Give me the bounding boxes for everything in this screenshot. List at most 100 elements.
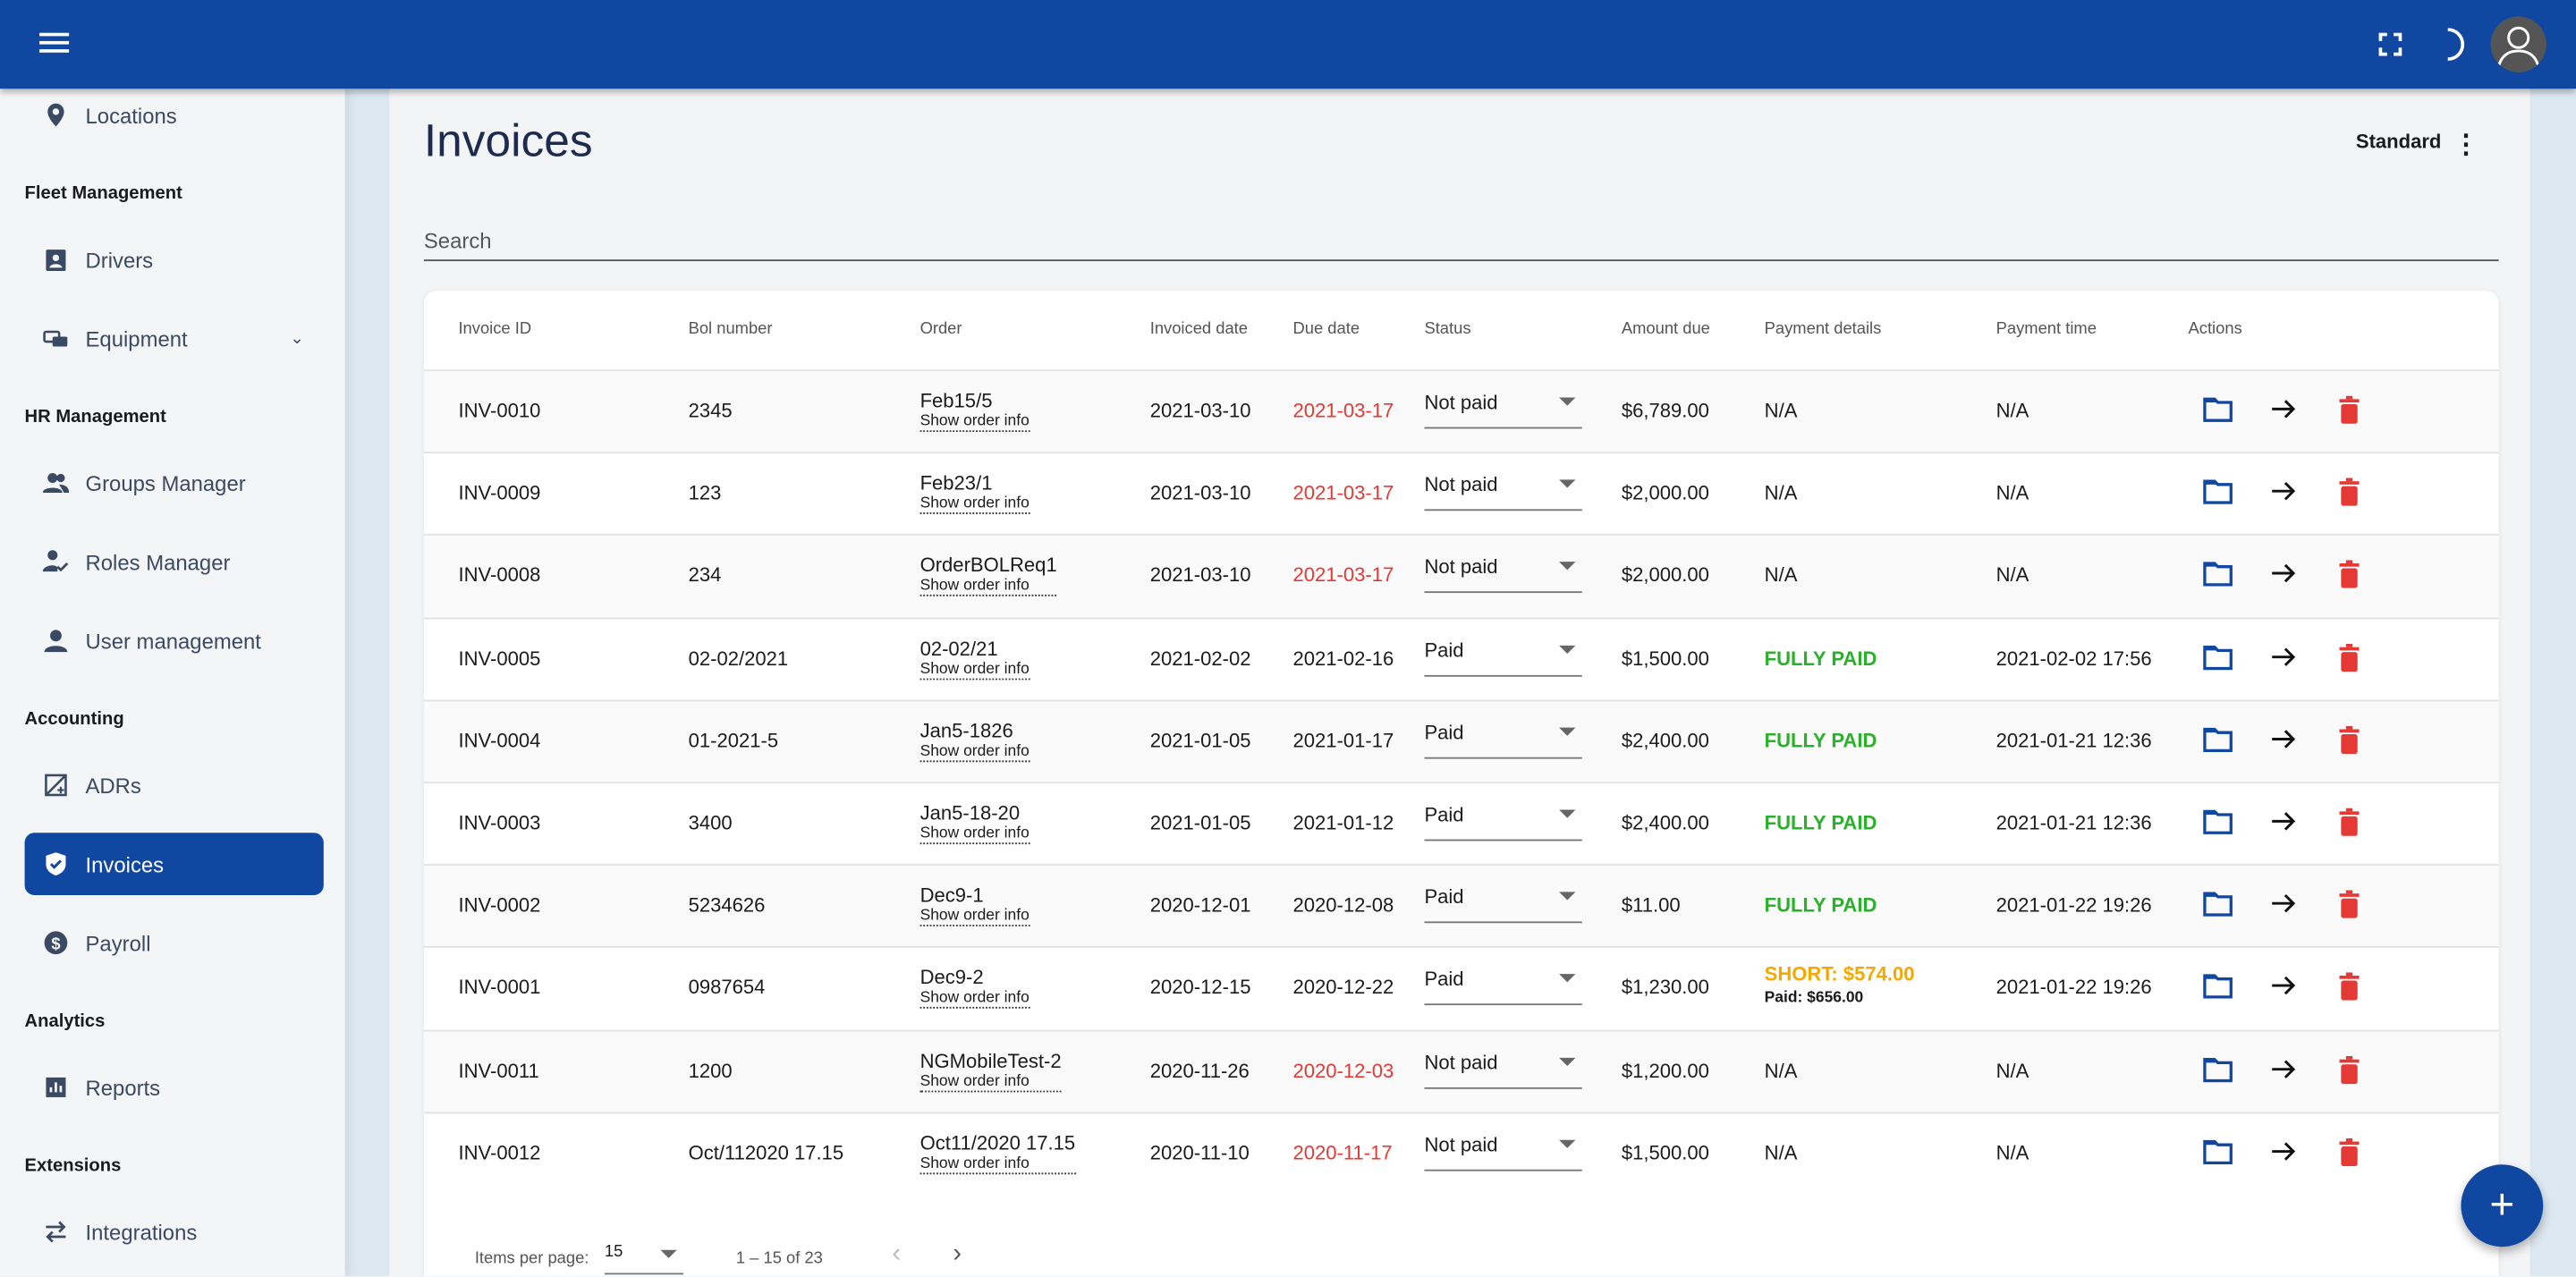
- folder-icon[interactable]: [2203, 973, 2233, 1000]
- folder-icon[interactable]: [2203, 643, 2233, 670]
- arrow-right-icon[interactable]: [2270, 973, 2296, 999]
- status-select[interactable]: Not paid: [1424, 1133, 1582, 1171]
- delete-icon[interactable]: [2338, 395, 2361, 424]
- table-row[interactable]: INV-0001 0987654 Dec9-2 Show order info 2…: [423, 946, 2499, 1031]
- delete-icon[interactable]: [2338, 808, 2361, 836]
- delete-icon[interactable]: [2338, 1055, 2361, 1084]
- show-order-info-link[interactable]: Show order info: [919, 741, 1030, 762]
- search-input[interactable]: [423, 220, 2499, 262]
- table-row[interactable]: INV-0010 2345 Feb15/5 Show order info 202…: [423, 369, 2499, 453]
- status-select[interactable]: Paid: [1424, 885, 1582, 924]
- show-order-info-link[interactable]: Show order info: [919, 577, 1057, 597]
- payment-time: 2021-01-22 19:26: [1996, 976, 2152, 1000]
- arrow-right-icon[interactable]: [2270, 643, 2296, 669]
- column-header[interactable]: Actions: [2188, 320, 2242, 339]
- arrow-right-icon[interactable]: [2270, 1137, 2296, 1163]
- folder-icon[interactable]: [2203, 1137, 2233, 1164]
- arrow-right-icon[interactable]: [2270, 725, 2296, 751]
- column-header[interactable]: Due date: [1292, 320, 1360, 339]
- status-select[interactable]: Not paid: [1424, 473, 1582, 512]
- sidebar-item-payroll[interactable]: $ Payroll: [25, 911, 324, 974]
- show-order-info-link[interactable]: Show order info: [919, 825, 1030, 845]
- show-order-info-link[interactable]: Show order info: [919, 1072, 1062, 1092]
- show-order-info-link[interactable]: Show order info: [919, 495, 1030, 515]
- arrow-right-icon[interactable]: [2270, 561, 2296, 587]
- due-date: 2020-11-17: [1292, 1141, 1393, 1164]
- amount-due: $6,789.00: [1621, 399, 1709, 423]
- show-order-info-link[interactable]: Show order info: [919, 412, 1030, 433]
- sidebar-item-drivers[interactable]: Drivers: [25, 228, 324, 291]
- menu-icon[interactable]: [39, 28, 70, 61]
- items-per-page-select[interactable]: 15: [604, 1243, 684, 1275]
- table-row[interactable]: INV-0005 02-02/2021 02-02/21 Show order i…: [423, 616, 2499, 701]
- status-select[interactable]: Paid: [1424, 968, 1582, 1006]
- moon-icon[interactable]: [2441, 28, 2467, 61]
- column-header[interactable]: Status: [1424, 320, 1471, 339]
- sidebar-item-groups-manager[interactable]: Groups Manager: [25, 452, 324, 514]
- column-header[interactable]: Invoiced date: [1149, 320, 1248, 339]
- column-header[interactable]: Bol number: [688, 320, 773, 339]
- table-row[interactable]: INV-0008 234 OrderBOLReq1 Show order info…: [423, 534, 2499, 619]
- delete-icon[interactable]: [2338, 478, 2361, 507]
- table-row[interactable]: INV-0004 01-2021-5 Jan5-1826 Show order i…: [423, 699, 2499, 783]
- add-invoice-button[interactable]: +: [2461, 1164, 2544, 1247]
- column-header[interactable]: Amount due: [1621, 320, 1710, 339]
- status-select[interactable]: Not paid: [1424, 556, 1582, 594]
- arrow-right-icon[interactable]: [2270, 478, 2296, 504]
- status-select[interactable]: Paid: [1424, 638, 1582, 676]
- next-page-icon[interactable]: ›: [953, 1239, 962, 1268]
- sidebar-item-adrs[interactable]: ADRs: [25, 754, 324, 816]
- column-header[interactable]: Payment time: [1996, 320, 2097, 339]
- sidebar-item-locations[interactable]: Locations: [25, 84, 324, 147]
- dropdown-arrow-icon: [1559, 1057, 1576, 1066]
- status-select[interactable]: Paid: [1424, 721, 1582, 759]
- show-order-info-link[interactable]: Show order info: [919, 659, 1030, 680]
- folder-icon[interactable]: [2203, 561, 2233, 588]
- folder-icon[interactable]: [2203, 1055, 2233, 1082]
- delete-icon[interactable]: [2338, 561, 2361, 589]
- table-row[interactable]: INV-0011 1200 NGMobileTest-2 Show order i…: [423, 1028, 2499, 1113]
- delete-icon[interactable]: [2338, 890, 2361, 919]
- column-header[interactable]: Payment details: [1764, 320, 1882, 339]
- folder-icon[interactable]: [2203, 891, 2233, 918]
- table-row[interactable]: INV-0009 123 Feb23/1 Show order info 2021…: [423, 452, 2499, 536]
- status-select[interactable]: Paid: [1424, 803, 1582, 841]
- folder-icon[interactable]: [2203, 396, 2233, 422]
- table-row[interactable]: INV-0002 5234626 Dec9-1 Show order info 2…: [423, 864, 2499, 949]
- sidebar-item-equipment[interactable]: Equipment ⌄: [25, 307, 324, 369]
- sidebar-item-reports[interactable]: Reports: [25, 1056, 324, 1119]
- sidebar-item-user-management[interactable]: User management: [25, 609, 324, 672]
- previous-page-icon[interactable]: ‹: [892, 1239, 902, 1268]
- chevron-down-icon[interactable]: ⌄: [290, 329, 304, 348]
- sidebar-item-roles-manager[interactable]: Roles Manager: [25, 530, 324, 593]
- table-row[interactable]: INV-0012 Oct/112020 17.15 Oct11/2020 17.…: [423, 1112, 2499, 1196]
- column-header[interactable]: Order: [919, 320, 962, 339]
- show-order-info-link[interactable]: Show order info: [919, 989, 1030, 1010]
- arrow-right-icon[interactable]: [2270, 891, 2296, 917]
- more-options-icon[interactable]: ⋮: [2453, 131, 2479, 160]
- view-selector[interactable]: Standard: [2355, 130, 2442, 153]
- avatar[interactable]: [2490, 16, 2546, 72]
- delete-icon[interactable]: [2338, 643, 2361, 672]
- arrow-right-icon[interactable]: [2270, 1055, 2296, 1081]
- status-select[interactable]: Not paid: [1424, 391, 1582, 429]
- table-row[interactable]: INV-0003 3400 Jan5-18-20 Show order info …: [423, 782, 2499, 866]
- sidebar-item-invoices[interactable]: Invoices: [24, 833, 324, 896]
- show-order-info-link[interactable]: Show order info: [919, 1154, 1076, 1174]
- arrow-right-icon[interactable]: [2270, 808, 2296, 834]
- due-date: 2021-01-17: [1292, 729, 1394, 752]
- sidebar-item-integrations[interactable]: Integrations: [25, 1201, 324, 1264]
- folder-icon[interactable]: [2203, 478, 2233, 505]
- folder-icon[interactable]: [2203, 725, 2233, 752]
- show-order-info-link[interactable]: Show order info: [919, 907, 1030, 927]
- delete-icon[interactable]: [2338, 1137, 2361, 1166]
- delete-icon[interactable]: [2338, 725, 2361, 754]
- folder-icon[interactable]: [2203, 808, 2233, 834]
- status-select[interactable]: Not paid: [1424, 1051, 1582, 1089]
- arrow-right-icon[interactable]: [2270, 396, 2296, 422]
- order-cell: Dec9-1 Show order info: [919, 884, 1030, 927]
- fullscreen-icon[interactable]: [2377, 31, 2403, 57]
- delete-icon[interactable]: [2338, 973, 2361, 1002]
- column-header[interactable]: Invoice ID: [458, 320, 532, 339]
- sidebar-section-heading: HR Management: [24, 407, 166, 427]
